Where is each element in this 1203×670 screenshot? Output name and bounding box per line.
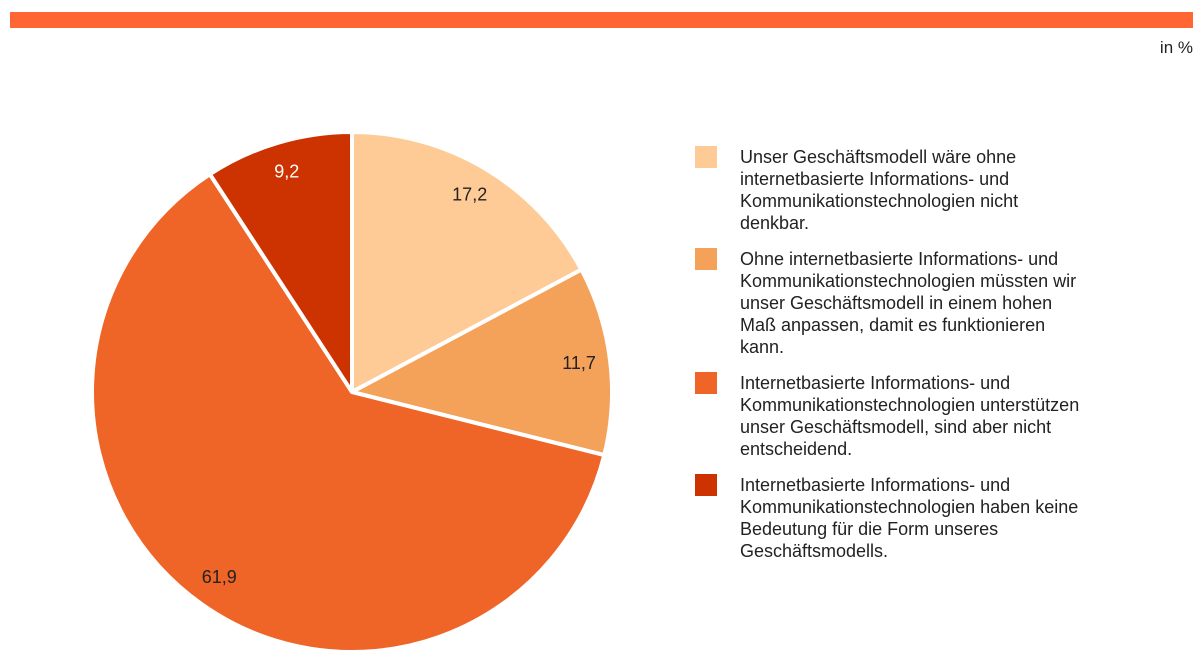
data-label: 17,2 — [452, 185, 487, 205]
pie-slice — [350, 267, 614, 458]
pie-slice — [350, 130, 584, 394]
legend-item: Ohne internetbasierte Informations- und … — [695, 248, 1085, 358]
legend-item: Internetbasierte Informations- und Kommu… — [695, 474, 1085, 562]
legend-item: Internetbasierte Informations- und Kommu… — [695, 372, 1085, 460]
data-label: 61,9 — [202, 567, 237, 587]
pie-slice — [207, 130, 354, 394]
legend: Unser Geschäftsmodell wäre ohne internet… — [695, 146, 1095, 576]
legend-label: Internetbasierte Informations- und Kommu… — [740, 475, 1079, 561]
legend-swatch — [695, 372, 717, 394]
legend-swatch — [695, 474, 717, 496]
chart: 17,2 11,7 61,9 9,2 — [90, 130, 614, 654]
legend-label: Ohne internetbasierte Informations- und … — [740, 249, 1077, 357]
legend-label: Internetbasierte Informations- und Kommu… — [740, 373, 1080, 459]
data-label: 9,2 — [274, 161, 299, 181]
unit-label: in % — [1159, 38, 1193, 57]
legend-swatch — [695, 248, 717, 270]
data-label: 11,7 — [562, 353, 596, 373]
legend-label: Unser Geschäftsmodell wäre ohne internet… — [740, 147, 1019, 233]
pie-slice — [90, 172, 607, 654]
legend-swatch — [695, 146, 717, 168]
legend-item: Unser Geschäftsmodell wäre ohne internet… — [695, 146, 1085, 234]
top-bar — [10, 12, 1193, 28]
